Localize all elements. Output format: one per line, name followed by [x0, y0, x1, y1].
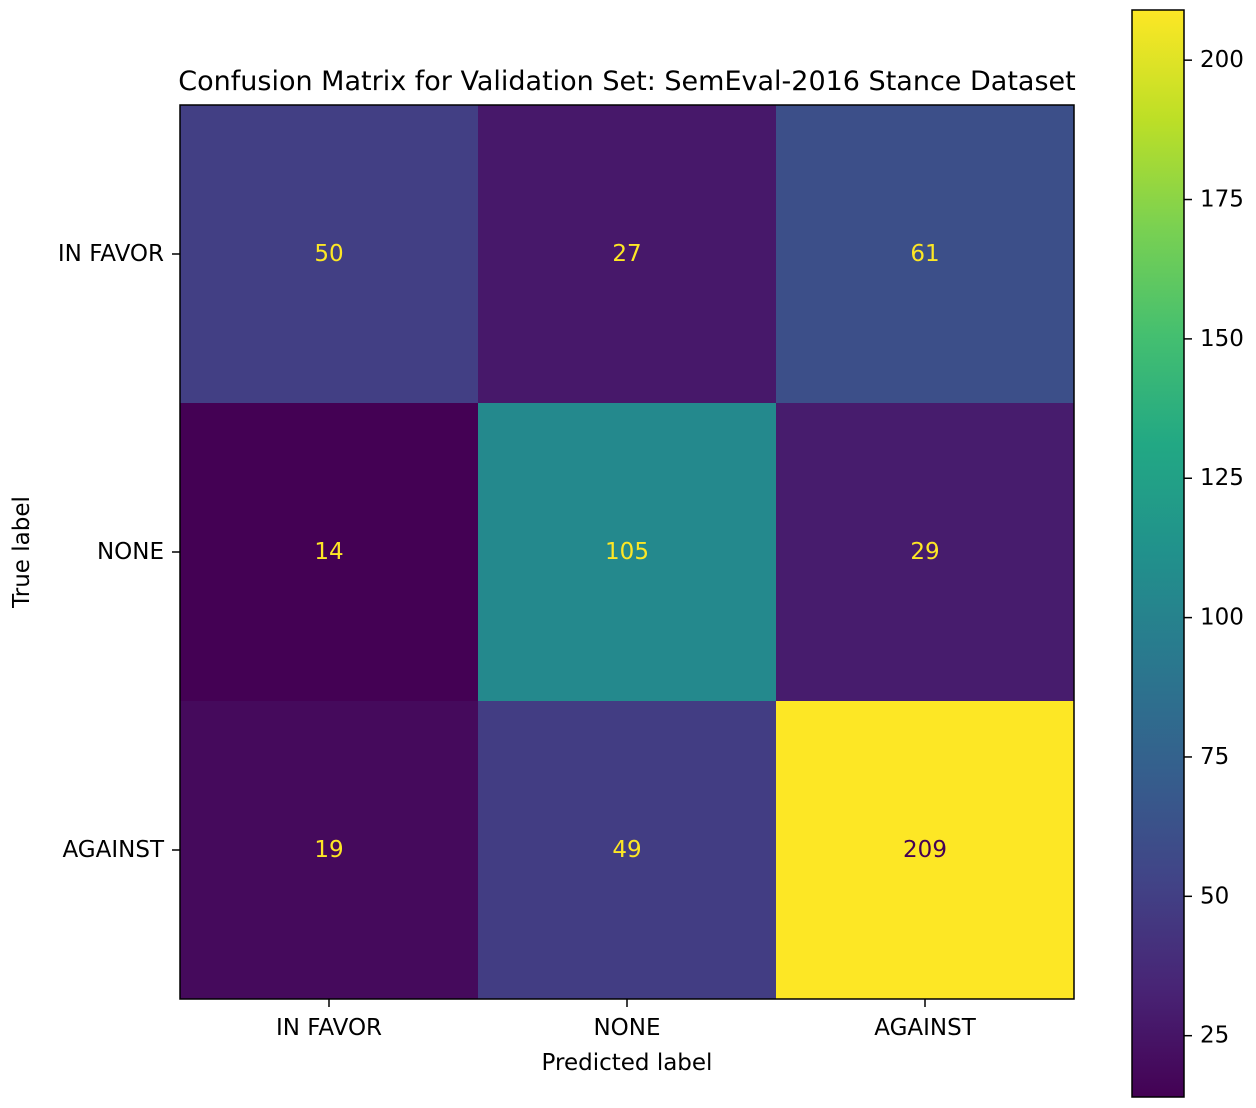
matrix-cell — [776, 105, 1075, 404]
colorbar-tick-label: 25 — [1200, 1023, 1229, 1049]
matrix-cell-value: 19 — [314, 837, 343, 863]
matrix-cell-value: 14 — [314, 539, 343, 565]
y-axis-ticks: IN FAVOR NONE AGAINST — [58, 241, 180, 863]
matrix-cell-labels: 50 27 61 14 105 29 19 49 209 — [314, 241, 947, 863]
matrix-cell-value: 27 — [612, 241, 641, 267]
colorbar-tick-label: 100 — [1200, 605, 1244, 631]
x-axis-label: Predicted label — [542, 1050, 713, 1076]
x-tick-label: AGAINST — [874, 1015, 976, 1041]
matrix-cell — [776, 701, 1075, 1000]
colorbar: 25 50 75 100 125 150 175 200 — [1131, 9, 1244, 1098]
x-axis-ticks: IN FAVOR NONE AGAINST — [276, 999, 977, 1041]
matrix-cell — [180, 105, 479, 404]
x-tick-label: IN FAVOR — [276, 1015, 382, 1041]
y-tick-label: AGAINST — [62, 837, 164, 863]
matrix-cell-value: 105 — [605, 539, 649, 565]
colorbar-frame — [1131, 9, 1185, 1098]
chart-title: Confusion Matrix for Validation Set: Sem… — [178, 66, 1075, 97]
matrix-cell-value: 50 — [314, 241, 343, 267]
colorbar-tick-label: 200 — [1200, 47, 1244, 73]
matrix-cell — [478, 701, 777, 1000]
colorbar-tick-label: 75 — [1200, 744, 1229, 770]
y-tick-label: NONE — [97, 539, 164, 565]
matrix-cell-value: 61 — [910, 241, 939, 267]
matrix-cell — [776, 403, 1075, 702]
colorbar-tick-label: 150 — [1200, 326, 1244, 352]
colorbar-tick-label: 175 — [1200, 187, 1244, 213]
matrix-cells — [180, 105, 1075, 1000]
matrix-cell-value: 49 — [612, 837, 641, 863]
y-tick-label: IN FAVOR — [58, 241, 164, 267]
matrix-cell — [478, 105, 777, 404]
colorbar-ticks: 25 50 75 100 125 150 175 200 — [1184, 47, 1244, 1049]
matrix-cell-value: 209 — [903, 837, 947, 863]
x-tick-label: NONE — [593, 1015, 660, 1041]
matrix-cell — [180, 701, 479, 1000]
colorbar-tick-label: 50 — [1200, 883, 1229, 909]
matrix-cell — [180, 403, 479, 702]
colorbar-tick-label: 125 — [1200, 465, 1244, 491]
y-axis-label: True label — [9, 496, 35, 609]
matrix-cell — [478, 403, 777, 702]
matrix-cell-value: 29 — [910, 539, 939, 565]
colorbar-gradient — [1132, 10, 1184, 1097]
